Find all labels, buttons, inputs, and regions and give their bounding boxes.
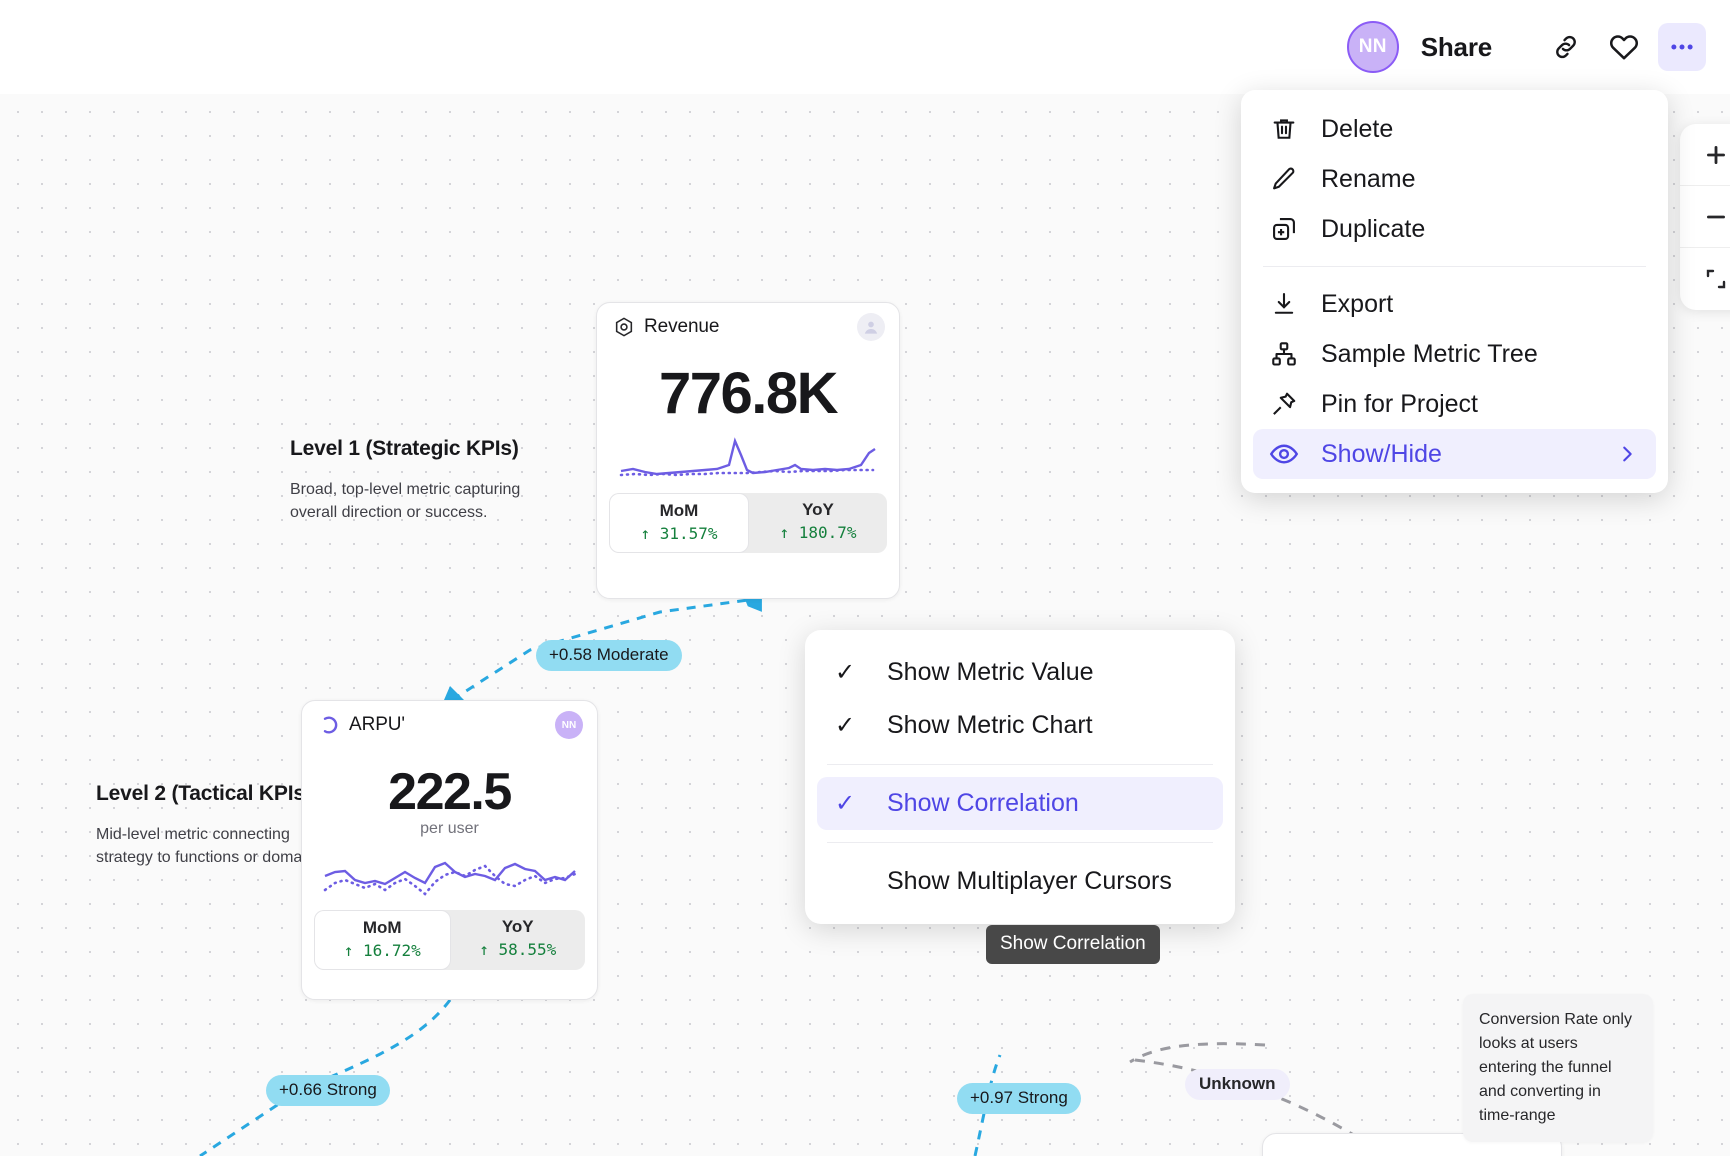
- pencil-icon: [1269, 164, 1299, 194]
- share-button[interactable]: Share: [1420, 31, 1492, 62]
- zoom-toolbar[interactable]: [1680, 124, 1730, 310]
- arpu-mom-yoy-toggle[interactable]: MoM ↑ 16.72% YoY ↑ 58.55%: [314, 910, 585, 970]
- revenue-sparkline: [619, 437, 876, 477]
- menu-item-show-hide[interactable]: Show/Hide: [1253, 429, 1656, 479]
- fit-screen-button[interactable]: [1680, 248, 1730, 310]
- heart-icon: [1608, 31, 1640, 63]
- zoom-in-button[interactable]: [1680, 124, 1730, 186]
- menu-item-rename[interactable]: Rename: [1253, 154, 1656, 204]
- submenu-divider: [827, 842, 1213, 843]
- arpu-mom-value: ↑ 16.72%: [343, 941, 421, 960]
- revenue-card-header: Revenue: [597, 303, 899, 341]
- revenue-card-title: Revenue: [644, 316, 720, 337]
- arpu-mom-label: MoM: [362, 918, 402, 937]
- link-icon: [1551, 32, 1581, 62]
- fit-screen-icon: [1704, 267, 1728, 291]
- revenue-value: 776.8K: [658, 361, 839, 426]
- revenue-mom-yoy-toggle[interactable]: MoM ↑ 31.57% YoY ↑ 180.7%: [609, 493, 887, 553]
- eye-icon: [1269, 439, 1299, 469]
- check-icon: ✓: [835, 658, 856, 686]
- arpu-card-title: ARPU': [349, 714, 405, 735]
- menu-item-duplicate[interactable]: Duplicate: [1253, 204, 1656, 254]
- annotation-note[interactable]: Conversion Rate only looks at users ente…: [1463, 994, 1653, 1142]
- submenu-divider: [827, 764, 1213, 765]
- top-bar: NN Share: [0, 0, 1730, 94]
- arpu-value: 222.5: [388, 763, 512, 821]
- context-menu[interactable]: Delete Rename Duplicate: [1241, 90, 1668, 493]
- minus-icon: [1703, 204, 1729, 230]
- arpu-sparkline: [323, 861, 576, 896]
- arpu-yoy-value: ↑ 58.55%: [479, 940, 557, 959]
- submenu-item-label: Show Metric Chart: [887, 711, 1093, 739]
- arpu-mom-cell[interactable]: MoM ↑ 16.72%: [314, 910, 451, 970]
- arpu-yoy-cell[interactable]: YoY ↑ 58.55%: [451, 910, 586, 970]
- submenu-item-show-metric-chart[interactable]: ✓ Show Metric Chart: [817, 699, 1223, 752]
- menu-item-label: Sample Metric Tree: [1321, 339, 1538, 368]
- avatar: NN: [555, 711, 583, 739]
- tooltip: Show Correlation: [986, 925, 1160, 964]
- hexagon-target-icon: [613, 316, 635, 338]
- metric-card-arpu[interactable]: ARPU' NN 222.5 per user MoM ↑ 16.72% YoY…: [301, 700, 598, 1000]
- check-icon: ✓: [835, 789, 856, 817]
- menu-item-label: Duplicate: [1321, 214, 1426, 243]
- menu-item-label: Delete: [1321, 114, 1394, 143]
- revenue-yoy-value: ↑ 180.7%: [779, 523, 857, 542]
- submenu-item-show-metric-value[interactable]: ✓ Show Metric Value: [817, 646, 1223, 699]
- menu-item-label: Show/Hide: [1321, 439, 1442, 468]
- menu-item-label: Rename: [1321, 164, 1416, 193]
- level-2-desc: Mid-level metric connecting strategy to …: [96, 826, 328, 867]
- revenue-yoy-label: YoY: [802, 500, 834, 519]
- menu-item-label: Export: [1321, 289, 1394, 318]
- submenu-item-label: Show Metric Value: [887, 658, 1094, 686]
- more-horizontal-icon: [1667, 32, 1697, 62]
- menu-divider: [1263, 266, 1646, 267]
- show-hide-submenu[interactable]: ✓ Show Metric Value ✓ Show Metric Chart …: [805, 630, 1235, 924]
- submenu-item-show-multiplayer-cursors[interactable]: ✓ Show Multiplayer Cursors: [817, 855, 1223, 908]
- revenue-yoy-cell[interactable]: YoY ↑ 180.7%: [749, 493, 887, 553]
- arpu-card-header: ARPU' NN: [302, 701, 597, 739]
- correlation-pill[interactable]: +0.66 Strong: [266, 1075, 390, 1106]
- avatar: [857, 313, 885, 341]
- correlation-pill[interactable]: +0.58 Moderate: [536, 640, 682, 671]
- more-options-button[interactable]: [1658, 23, 1706, 71]
- submenu-item-label: Show Multiplayer Cursors: [887, 867, 1172, 895]
- metric-card-revenue[interactable]: Revenue 776.8K MoM ↑ 31.57% YoY ↑ 180.7%: [596, 302, 900, 599]
- favorite-button[interactable]: [1600, 23, 1648, 71]
- duplicate-icon: [1269, 214, 1299, 244]
- revenue-mom-label: MoM: [659, 501, 699, 520]
- menu-item-pin-for-project[interactable]: Pin for Project: [1253, 379, 1656, 429]
- correlation-pill[interactable]: +0.97 Strong: [957, 1083, 1081, 1114]
- sitemap-icon: [1269, 339, 1299, 369]
- level-1-desc: Broad, top-level metric capturing overal…: [290, 481, 521, 522]
- level-1-title: Level 1 (Strategic KPIs): [290, 437, 519, 460]
- download-icon: [1269, 289, 1299, 319]
- menu-item-label: Pin for Project: [1321, 389, 1479, 418]
- menu-item-export[interactable]: Export: [1253, 279, 1656, 329]
- trash-icon: [1269, 114, 1299, 144]
- copy-link-button[interactable]: [1542, 23, 1590, 71]
- user-avatar[interactable]: NN: [1346, 21, 1399, 73]
- loading-arc-icon: [318, 714, 340, 736]
- menu-item-delete[interactable]: Delete: [1253, 104, 1656, 154]
- revenue-mom-cell[interactable]: MoM ↑ 31.57%: [609, 493, 749, 553]
- menu-item-sample-metric-tree[interactable]: Sample Metric Tree: [1253, 329, 1656, 379]
- unknown-pill[interactable]: Unknown: [1185, 1069, 1290, 1100]
- level-2-title: Level 2 (Tactical KPIs): [96, 782, 312, 805]
- chevron-right-icon: [1616, 443, 1638, 465]
- revenue-mom-value: ↑ 31.57%: [640, 524, 718, 543]
- check-icon: ✓: [835, 711, 856, 739]
- arpu-yoy-label: YoY: [501, 917, 534, 936]
- arpu-unit: per user: [420, 820, 479, 837]
- pin-icon: [1269, 389, 1299, 419]
- submenu-item-show-correlation[interactable]: ✓ Show Correlation: [817, 777, 1223, 830]
- plus-icon: [1703, 142, 1729, 168]
- submenu-item-label: Show Correlation: [887, 789, 1079, 817]
- zoom-out-button[interactable]: [1680, 186, 1730, 248]
